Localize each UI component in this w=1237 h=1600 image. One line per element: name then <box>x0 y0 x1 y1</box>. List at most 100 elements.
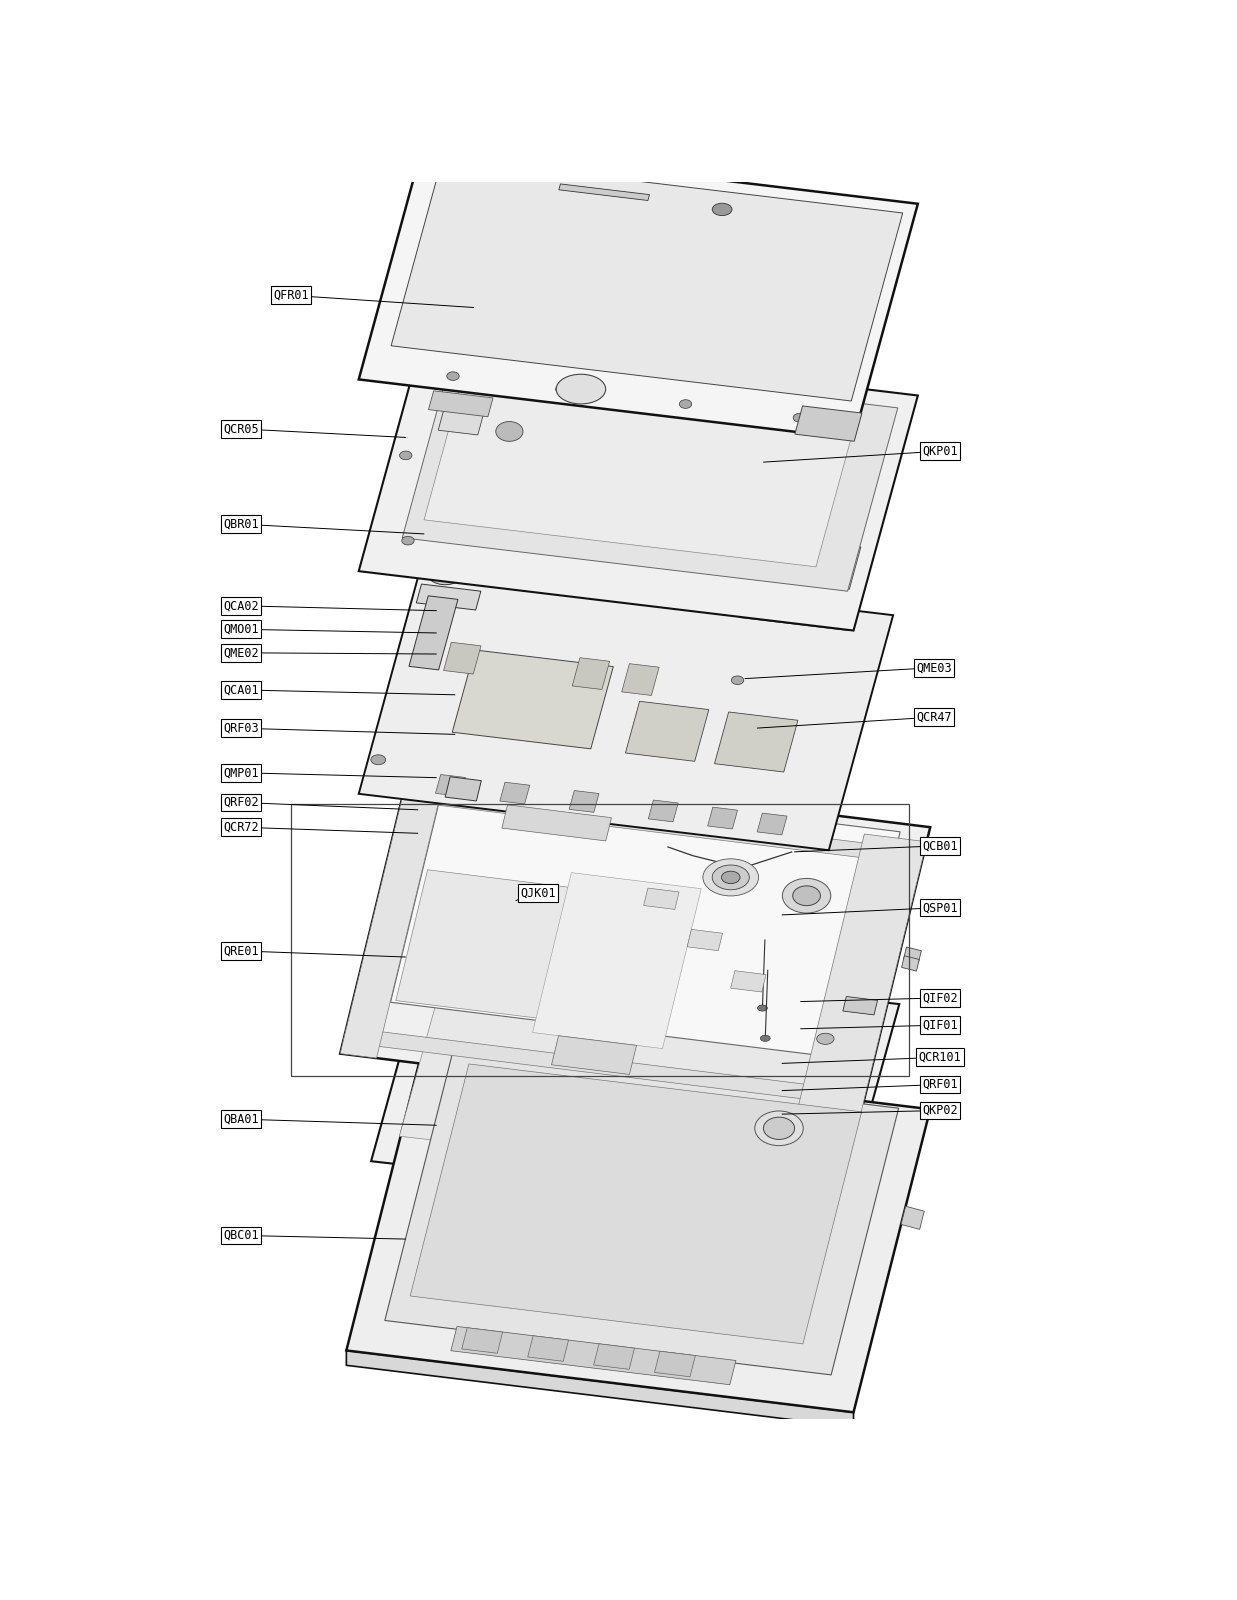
Polygon shape <box>761 536 861 589</box>
Polygon shape <box>643 888 679 909</box>
Text: QME02: QME02 <box>224 646 259 659</box>
Ellipse shape <box>400 451 412 459</box>
Ellipse shape <box>557 374 606 403</box>
Ellipse shape <box>771 323 782 331</box>
Ellipse shape <box>679 400 691 408</box>
Text: QIF01: QIF01 <box>923 1019 957 1032</box>
Polygon shape <box>343 1027 840 1102</box>
Polygon shape <box>428 390 494 416</box>
Ellipse shape <box>782 878 831 914</box>
Ellipse shape <box>731 675 743 685</box>
Text: QKP01: QKP01 <box>923 445 957 458</box>
Text: QMO01: QMO01 <box>224 622 259 635</box>
Polygon shape <box>626 701 709 762</box>
Polygon shape <box>402 786 898 862</box>
Text: QRF02: QRF02 <box>224 795 259 810</box>
Polygon shape <box>842 997 877 1014</box>
Text: QRF01: QRF01 <box>923 1078 957 1091</box>
Polygon shape <box>461 1328 502 1354</box>
Text: QBA01: QBA01 <box>224 1112 259 1126</box>
Polygon shape <box>715 712 798 771</box>
Text: QFR01: QFR01 <box>273 290 308 302</box>
Ellipse shape <box>427 560 464 584</box>
Ellipse shape <box>447 371 459 381</box>
Ellipse shape <box>713 866 750 890</box>
Polygon shape <box>688 930 722 950</box>
Text: QBC01: QBC01 <box>224 1229 259 1242</box>
Text: QIF02: QIF02 <box>923 992 957 1005</box>
Text: QCR72: QCR72 <box>224 821 259 834</box>
Text: QCA02: QCA02 <box>224 600 259 613</box>
Polygon shape <box>559 184 649 200</box>
Polygon shape <box>740 542 868 630</box>
Text: QCR101: QCR101 <box>919 1051 961 1064</box>
Polygon shape <box>528 1336 569 1362</box>
Polygon shape <box>359 336 918 630</box>
Text: QBR01: QBR01 <box>224 518 259 531</box>
Ellipse shape <box>793 886 820 906</box>
Polygon shape <box>902 955 919 971</box>
Ellipse shape <box>617 306 628 312</box>
Polygon shape <box>450 1326 736 1384</box>
Ellipse shape <box>755 1110 803 1146</box>
Polygon shape <box>502 805 611 842</box>
Polygon shape <box>400 955 882 1186</box>
Polygon shape <box>411 1064 862 1344</box>
Polygon shape <box>901 1206 924 1229</box>
Ellipse shape <box>533 294 544 302</box>
Text: QCR47: QCR47 <box>917 710 951 723</box>
Polygon shape <box>359 144 918 438</box>
Text: QME03: QME03 <box>917 661 951 674</box>
Polygon shape <box>402 355 898 590</box>
Polygon shape <box>731 971 766 992</box>
Polygon shape <box>795 406 862 442</box>
Polygon shape <box>573 658 610 690</box>
Polygon shape <box>385 1054 898 1374</box>
Polygon shape <box>391 776 901 1059</box>
Text: QCR05: QCR05 <box>224 422 259 435</box>
Ellipse shape <box>840 331 851 339</box>
Polygon shape <box>359 558 893 850</box>
Ellipse shape <box>721 870 740 883</box>
Ellipse shape <box>713 203 732 216</box>
Polygon shape <box>424 363 858 566</box>
Polygon shape <box>396 870 584 1019</box>
Polygon shape <box>340 763 930 1118</box>
Polygon shape <box>371 950 899 1214</box>
Ellipse shape <box>371 755 386 765</box>
Ellipse shape <box>696 315 708 322</box>
Ellipse shape <box>761 1035 771 1042</box>
Text: QSP01: QSP01 <box>923 901 957 914</box>
Polygon shape <box>654 1352 695 1376</box>
Polygon shape <box>340 778 444 1058</box>
Polygon shape <box>419 509 476 544</box>
Polygon shape <box>500 782 529 805</box>
Polygon shape <box>346 1350 854 1427</box>
Ellipse shape <box>757 1005 767 1011</box>
Polygon shape <box>757 813 787 835</box>
Polygon shape <box>453 650 614 749</box>
Polygon shape <box>622 664 659 696</box>
Polygon shape <box>594 1344 635 1370</box>
Ellipse shape <box>763 1117 794 1139</box>
Polygon shape <box>391 158 903 402</box>
Polygon shape <box>798 834 927 1118</box>
Polygon shape <box>409 595 458 670</box>
Bar <box>291 803 909 1075</box>
Polygon shape <box>444 642 481 674</box>
Text: QCB01: QCB01 <box>923 840 957 853</box>
Text: QJK01: QJK01 <box>521 886 555 899</box>
Polygon shape <box>346 1048 930 1413</box>
Ellipse shape <box>459 286 470 293</box>
Polygon shape <box>450 493 491 522</box>
Polygon shape <box>417 584 481 610</box>
Polygon shape <box>435 774 465 797</box>
Polygon shape <box>533 872 701 1048</box>
Ellipse shape <box>555 386 568 394</box>
Polygon shape <box>438 406 484 435</box>
Text: QRF03: QRF03 <box>224 722 259 734</box>
Ellipse shape <box>793 413 805 422</box>
Ellipse shape <box>402 536 414 546</box>
Ellipse shape <box>816 1034 834 1045</box>
Text: QKP02: QKP02 <box>923 1104 957 1117</box>
